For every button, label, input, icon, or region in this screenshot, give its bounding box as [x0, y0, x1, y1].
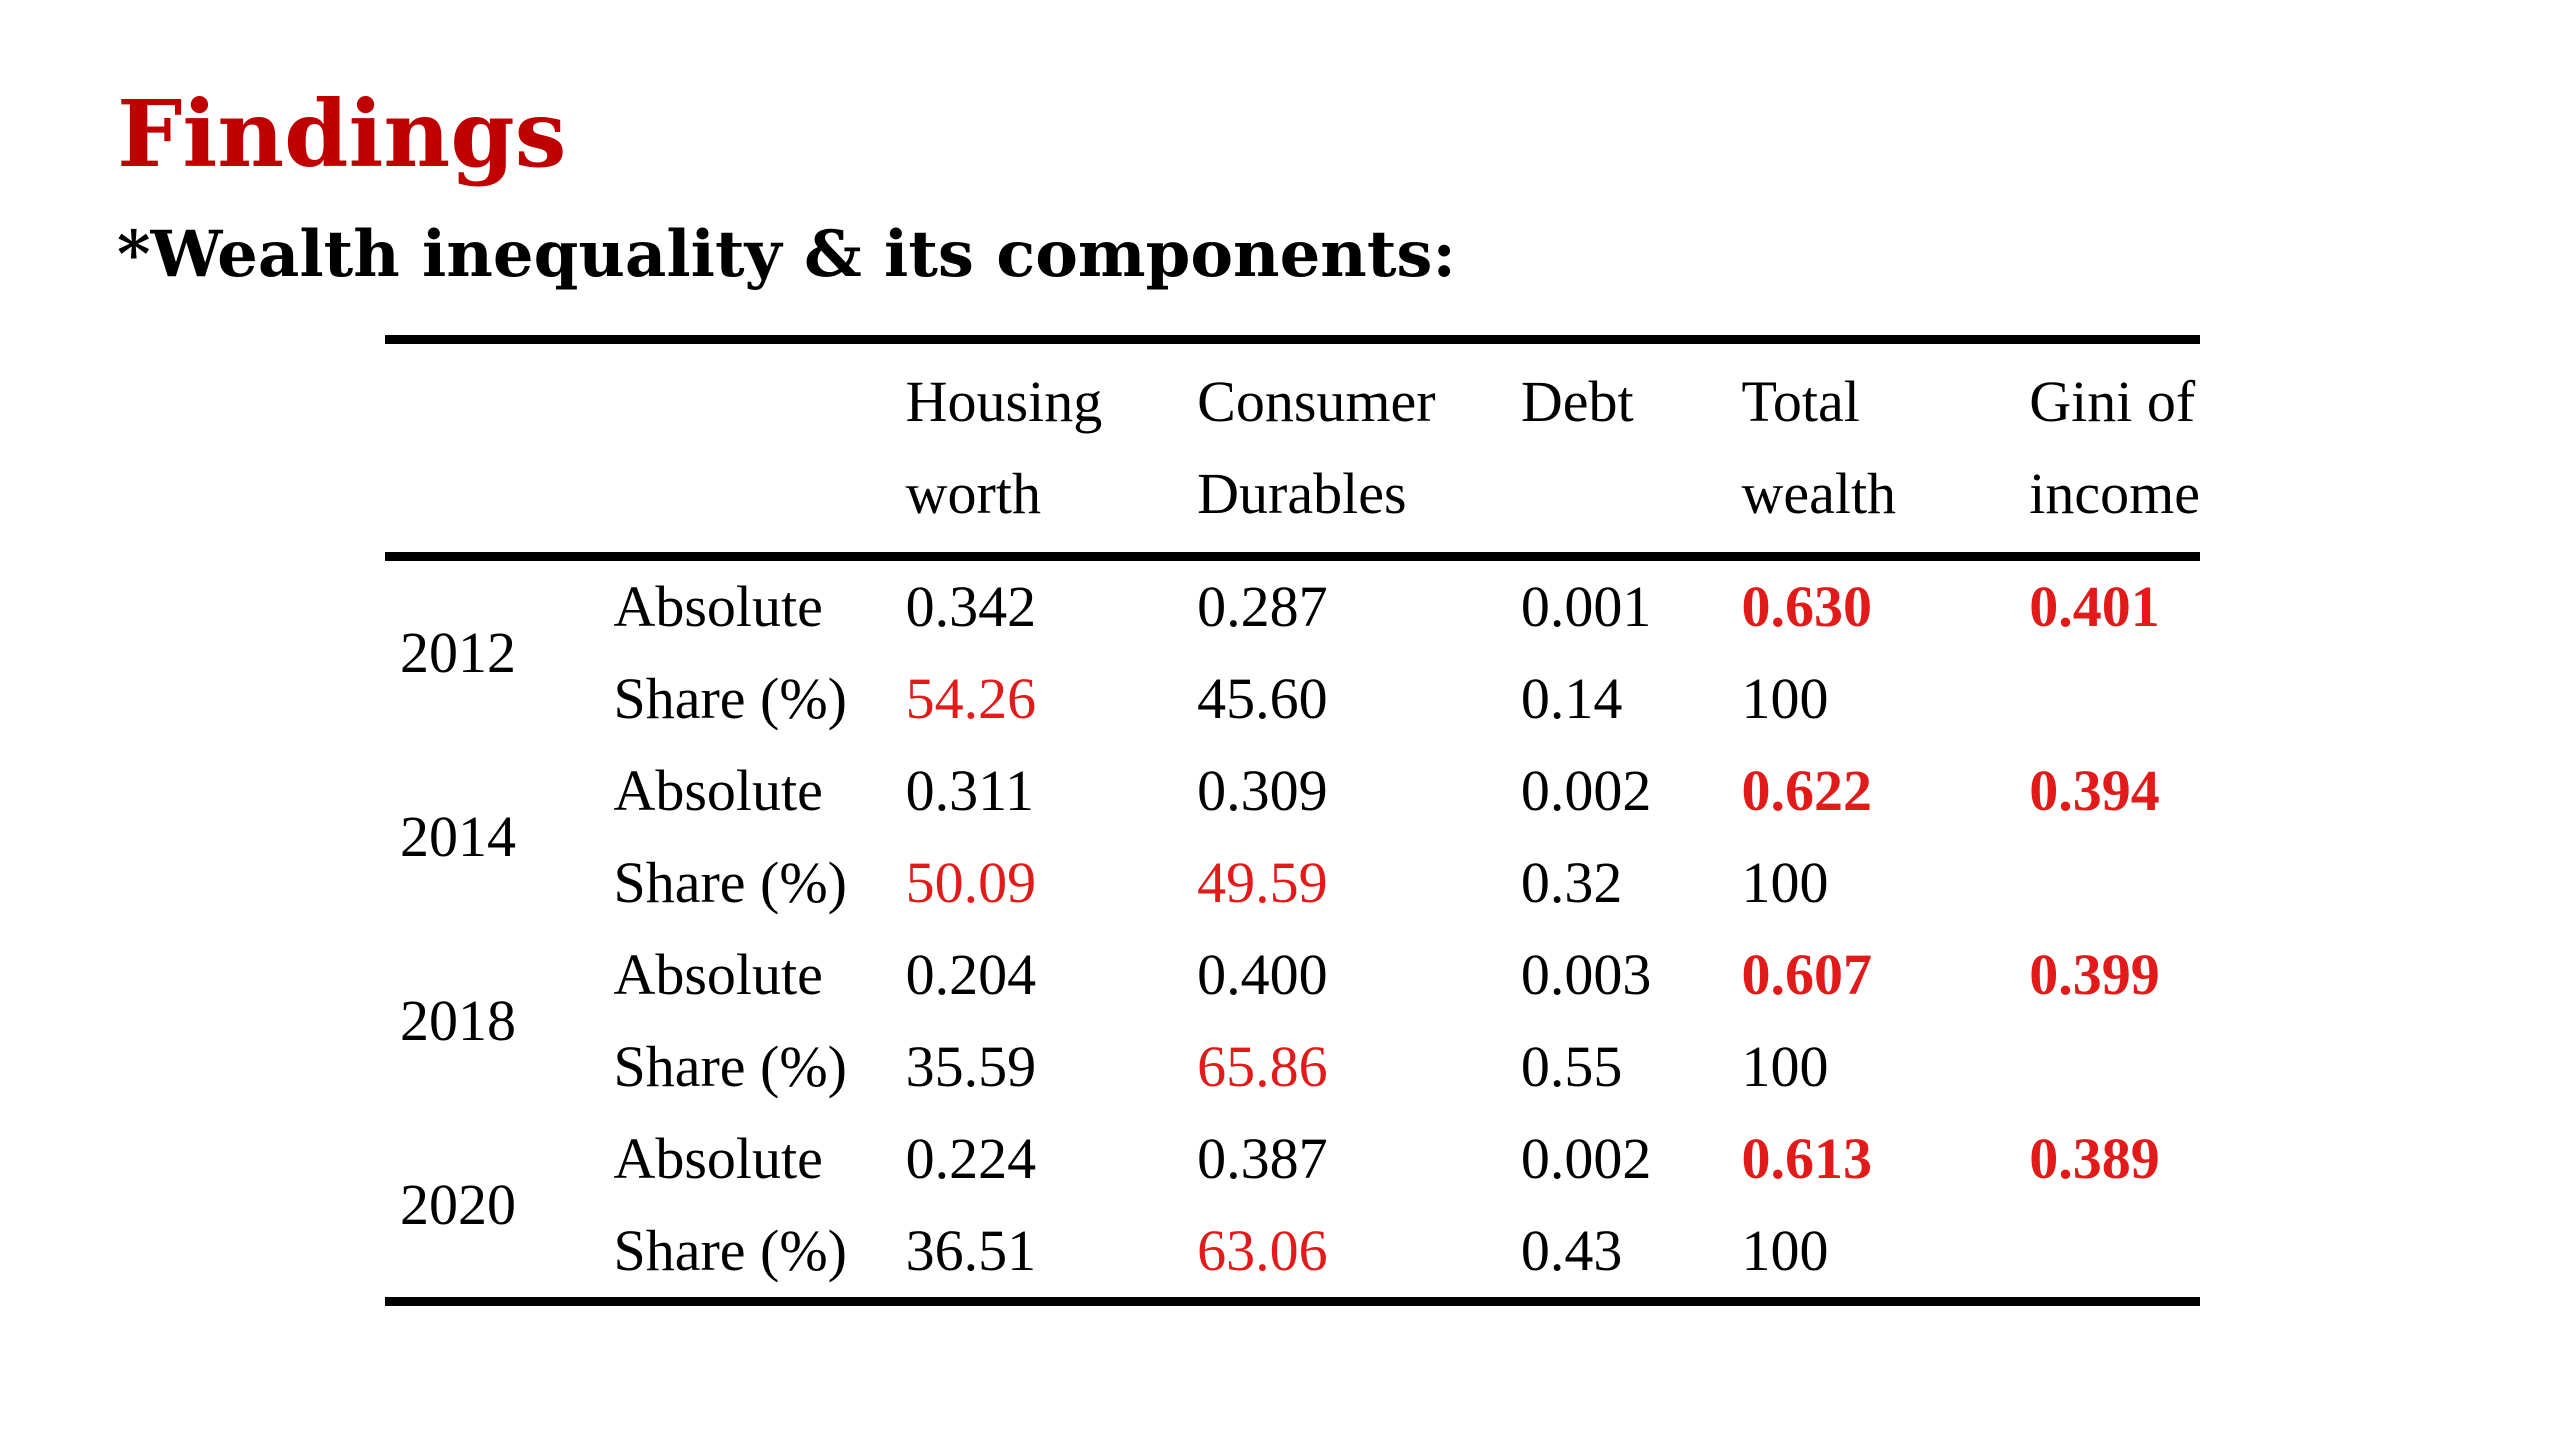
table-row-2020-share: Share (%) 36.51 63.06 0.43 100: [385, 1205, 2200, 1302]
housing-value: 0.224: [905, 1126, 1037, 1191]
table-row-2018-share: Share (%) 35.59 65.86 0.55 100: [385, 1021, 2200, 1113]
header-debt-line2: [1521, 448, 1727, 540]
total-share-value: 100: [1741, 1034, 1829, 1099]
consumer-share-value: 65.86: [1197, 1034, 1328, 1099]
table-row-2012-absolute: 2012 Absolute 0.342 0.287 0.001 0.630 0.…: [385, 557, 2200, 685]
year-cell-2020: 2020: [400, 1172, 516, 1237]
debt-value: 0.002: [1520, 1126, 1652, 1191]
measure-label: Absolute: [613, 758, 823, 823]
gini-value: 0.401: [2029, 574, 2160, 639]
gini-share-value: [2014, 1021, 2200, 1113]
measure-label: Share (%): [613, 1034, 847, 1099]
total-share-value: 100: [1741, 1218, 1829, 1283]
total-share-value: 100: [1741, 850, 1829, 915]
table-row-2014-share: Share (%) 50.09 49.59 0.32 100: [385, 837, 2200, 929]
measure-label: Share (%): [613, 1218, 847, 1283]
table-row-2020-absolute: 2020 Absolute 0.224 0.387 0.002 0.613 0.…: [385, 1113, 2200, 1237]
total-wealth-value: 0.613: [1741, 1126, 1872, 1191]
housing-share-value: 36.51: [905, 1218, 1037, 1283]
gini-value: 0.389: [2029, 1126, 2160, 1191]
gini-share-value: [2014, 1205, 2200, 1302]
year-cell-2012: 2012: [400, 620, 516, 685]
header-gini-line2: income: [2029, 461, 2200, 526]
gini-share-value: [2014, 837, 2200, 929]
year-cell-2014: 2014: [400, 804, 516, 869]
debt-share-value: 0.43: [1520, 1218, 1623, 1283]
consumer-value: 0.387: [1197, 1126, 1328, 1191]
header-total-line2: wealth: [1741, 461, 1897, 526]
header-year: [385, 340, 598, 557]
housing-share-value: 54.26: [905, 666, 1037, 731]
debt-value: 0.003: [1520, 942, 1652, 1007]
housing-value: 0.311: [905, 758, 1035, 823]
debt-value: 0.002: [1520, 758, 1652, 823]
gini-share-value: [2014, 653, 2200, 745]
debt-value: 0.001: [1520, 574, 1652, 639]
header-consumer-durables: Consumer Durables: [1182, 340, 1506, 557]
header-total-wealth: Total wealth: [1726, 340, 2014, 557]
gini-value: 0.399: [2029, 942, 2160, 1007]
wealth-inequality-table: Housing worth Consumer Durables Debt Tot…: [385, 335, 2200, 1306]
consumer-value: 0.309: [1197, 758, 1328, 823]
gini-value: 0.394: [2029, 758, 2160, 823]
slide-title: Findings: [117, 80, 567, 188]
housing-value: 0.204: [905, 942, 1037, 1007]
total-wealth-value: 0.607: [1741, 942, 1872, 1007]
table-header-row: Housing worth Consumer Durables Debt Tot…: [385, 340, 2200, 557]
header-gini-of-income: Gini of income: [2014, 340, 2200, 557]
table-row-2012-share: Share (%) 54.26 45.60 0.14 100: [385, 653, 2200, 745]
consumer-share-value: 49.59: [1197, 850, 1328, 915]
slide-subtitle: *Wealth inequality & its components:: [117, 217, 1457, 292]
measure-label: Absolute: [613, 942, 823, 1007]
total-wealth-value: 0.622: [1741, 758, 1872, 823]
header-total-line1: Total: [1741, 369, 1860, 434]
wealth-table-container: Housing worth Consumer Durables Debt Tot…: [385, 335, 2200, 1306]
header-measure: [598, 340, 890, 557]
housing-share-value: 50.09: [905, 850, 1037, 915]
total-wealth-value: 0.630: [1741, 574, 1872, 639]
header-housing-worth: Housing worth: [891, 340, 1183, 557]
consumer-value: 0.287: [1197, 574, 1328, 639]
debt-share-value: 0.14: [1520, 666, 1623, 731]
header-consumer-line2: Durables: [1197, 461, 1407, 526]
debt-share-value: 0.55: [1520, 1034, 1623, 1099]
header-housing-line2: worth: [905, 461, 1041, 526]
year-cell-2018: 2018: [400, 988, 516, 1053]
housing-value: 0.342: [905, 574, 1037, 639]
measure-label: Absolute: [613, 1126, 823, 1191]
table-row-2014-absolute: 2014 Absolute 0.311 0.309 0.002 0.622 0.…: [385, 745, 2200, 869]
table-row-2018-absolute: 2018 Absolute 0.204 0.400 0.003 0.607 0.…: [385, 929, 2200, 1053]
consumer-share-value: 63.06: [1197, 1218, 1328, 1283]
measure-label: Share (%): [613, 850, 847, 915]
total-share-value: 100: [1741, 666, 1829, 731]
header-debt-line1: Debt: [1520, 369, 1634, 434]
measure-label: Absolute: [613, 574, 823, 639]
consumer-value: 0.400: [1197, 942, 1328, 1007]
debt-share-value: 0.32: [1520, 850, 1623, 915]
header-consumer-line1: Consumer: [1197, 369, 1436, 434]
consumer-share-value: 45.60: [1197, 666, 1328, 731]
housing-share-value: 35.59: [905, 1034, 1037, 1099]
measure-label: Share (%): [613, 666, 847, 731]
header-housing-line1: Housing: [905, 369, 1103, 434]
header-gini-line1: Gini of: [2029, 369, 2196, 434]
header-debt: Debt: [1506, 340, 1727, 557]
